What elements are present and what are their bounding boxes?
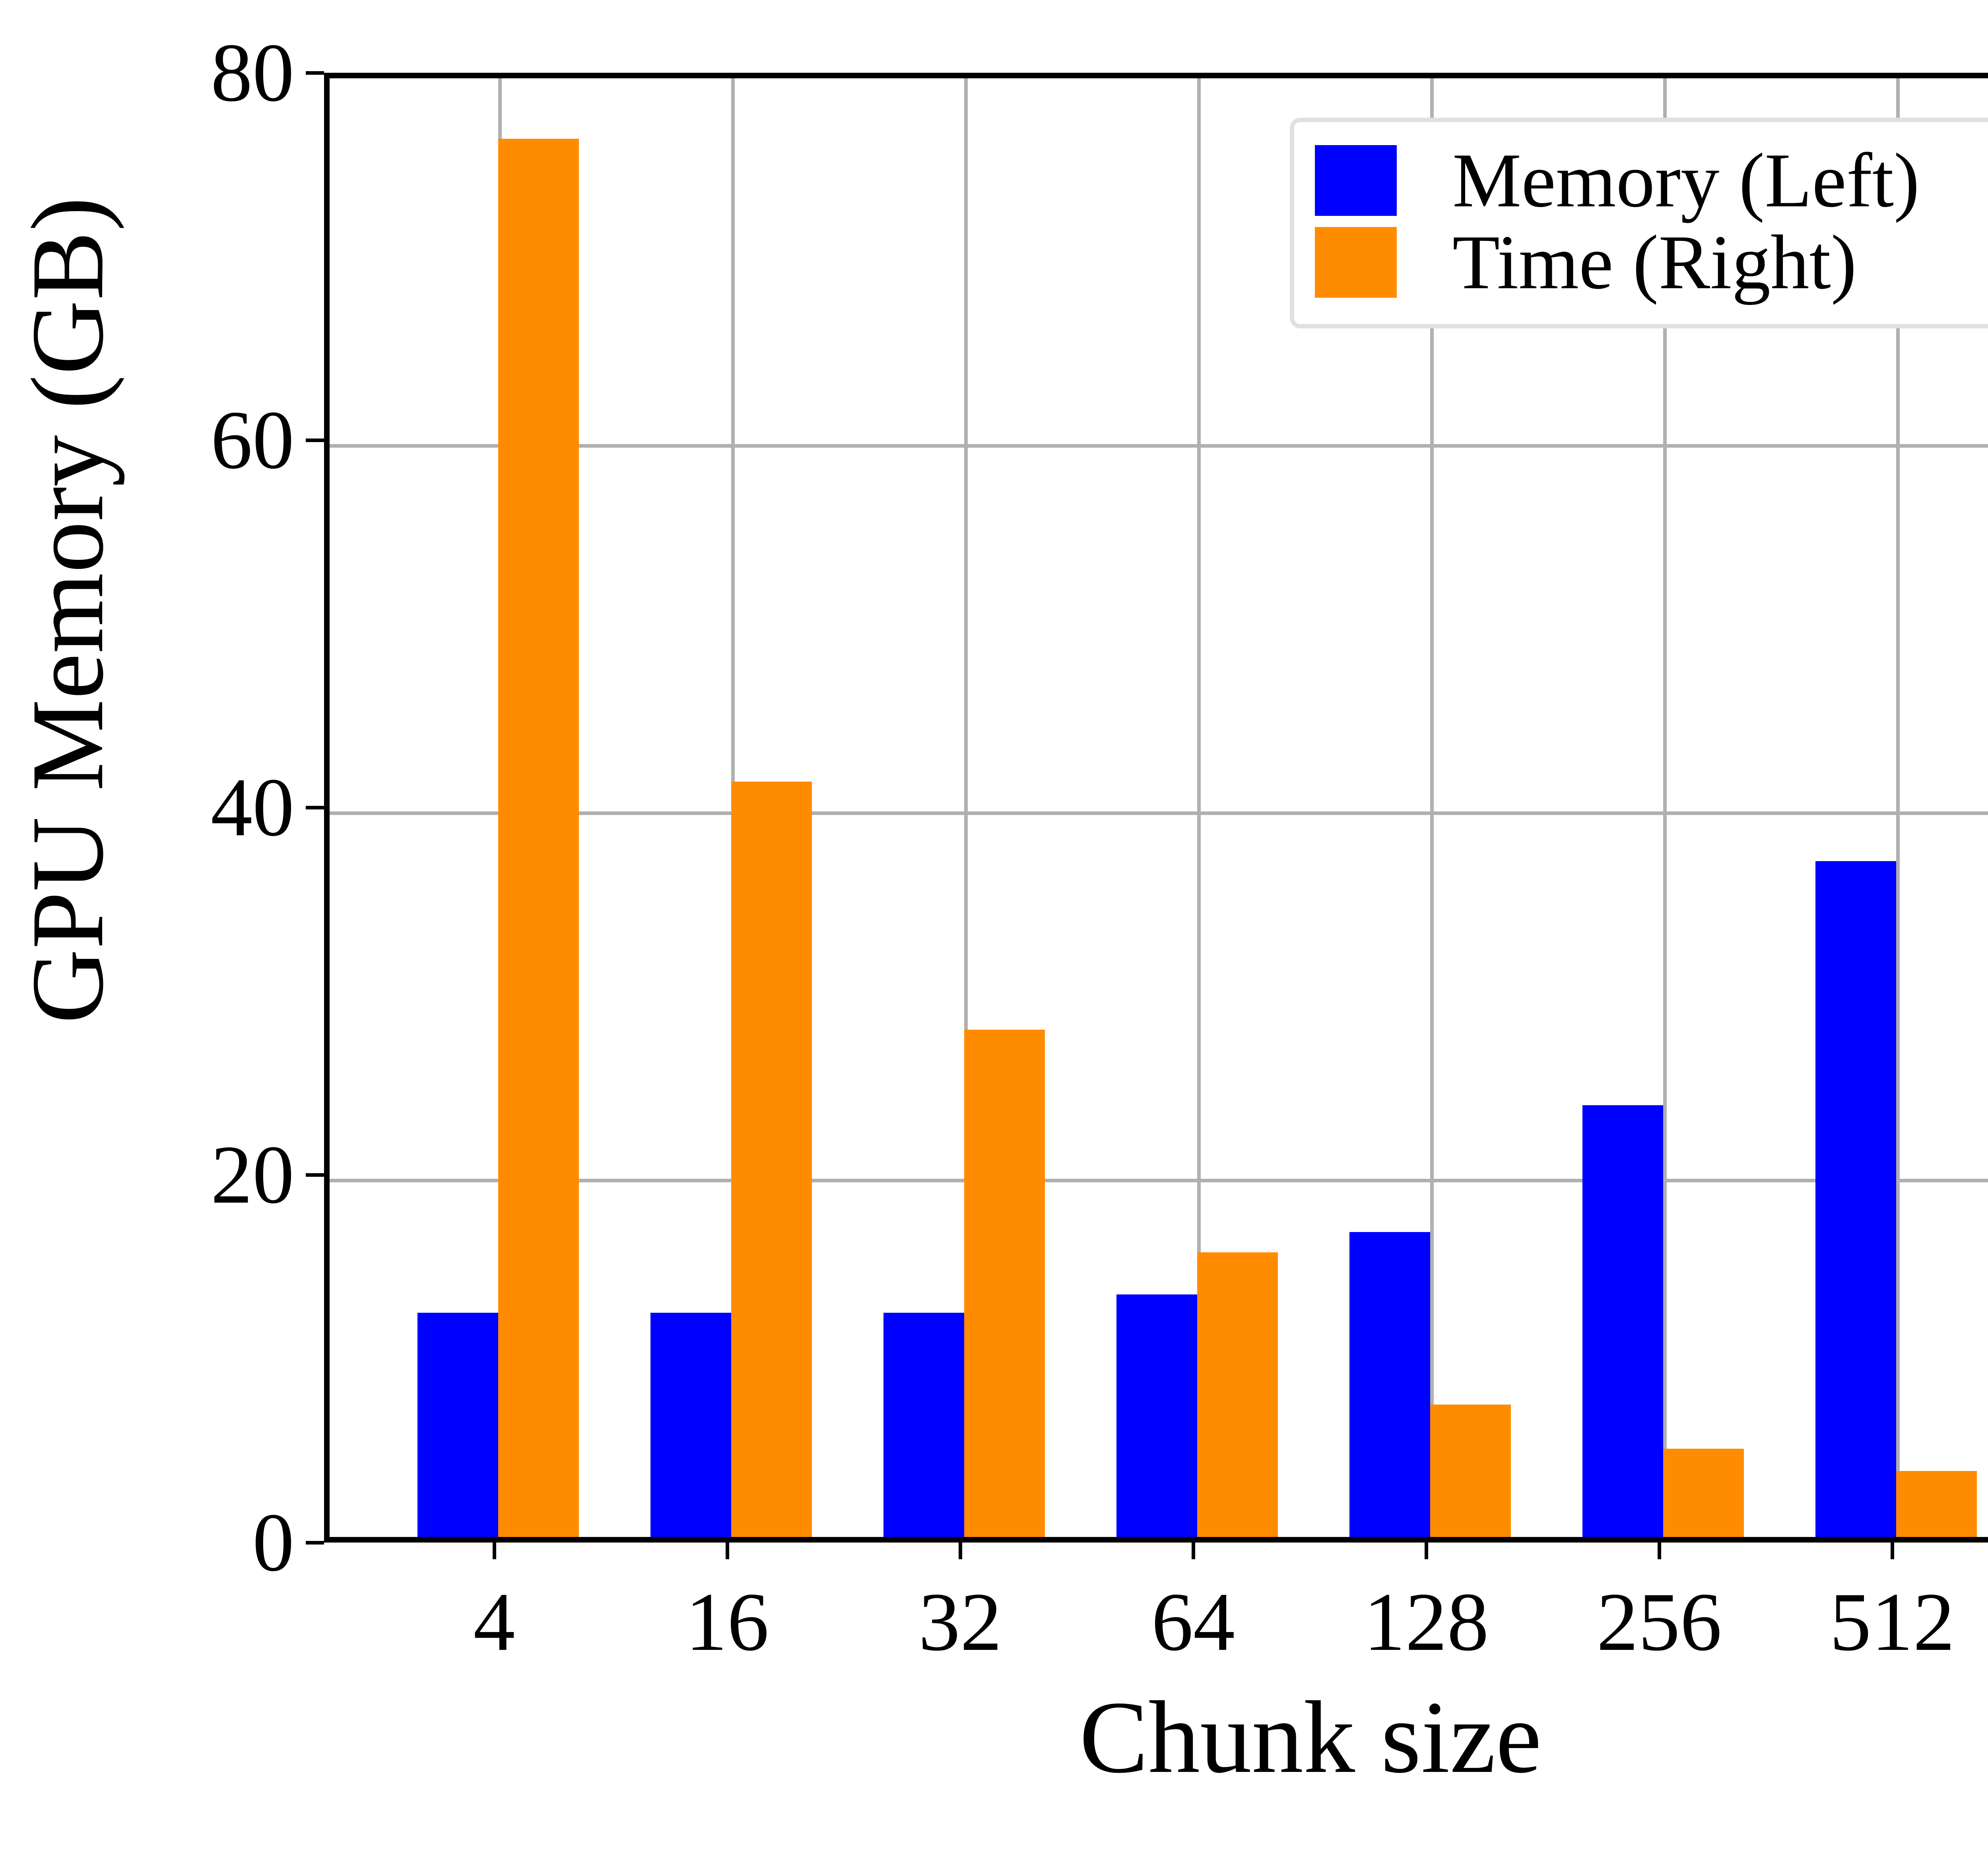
x-tick-label-64: 64 (1151, 1576, 1235, 1668)
x-tick-label-256: 256 (1596, 1576, 1722, 1668)
y-tick-label-60: 60 (211, 394, 294, 486)
x-tick-mark-32 (959, 1541, 962, 1559)
legend-item-memory[interactable]: Memory (Left) (1315, 140, 1988, 221)
gridline-x-512 (1896, 78, 1900, 1537)
x-tick-label-4: 4 (473, 1576, 515, 1668)
bar-memory-256[interactable] (1582, 1105, 1663, 1537)
x-axis-title: Chunk size (1079, 1680, 1542, 1795)
y-tick-label-80: 80 (211, 27, 294, 119)
x-tick-mark-512 (1891, 1541, 1894, 1559)
y-tick-mark-20 (306, 1173, 324, 1177)
x-tick-mark-16 (726, 1541, 729, 1559)
y-tick-mark-0 (306, 1541, 324, 1545)
x-tick-label-16: 16 (685, 1576, 769, 1668)
y-tick-mark-60 (306, 439, 324, 442)
bar-memory-64[interactable] (1116, 1294, 1197, 1537)
gridline-x-32 (964, 78, 968, 1537)
gridline-x-256 (1663, 78, 1667, 1537)
x-tick-mark-4 (493, 1541, 496, 1559)
x-tick-mark-128 (1425, 1541, 1428, 1559)
bar-time-32[interactable] (964, 1030, 1045, 1537)
gridline-y-60 (330, 444, 1988, 448)
legend-label-time: Time (Right) (1452, 219, 1857, 305)
x-tick-label-512: 512 (1829, 1576, 1955, 1668)
gridline-x-128 (1430, 78, 1434, 1537)
bar-time-4[interactable] (498, 139, 579, 1537)
gridline-y-40 (330, 811, 1988, 815)
plot-area: OOM Memory (Left) Time (Right) (324, 73, 1988, 1543)
y-axis-left-title: GPU Memory (GB) (10, 197, 125, 1024)
bar-time-64[interactable] (1197, 1252, 1278, 1537)
bar-memory-128[interactable] (1349, 1232, 1430, 1537)
bar-time-256[interactable] (1663, 1449, 1744, 1537)
legend-swatch-time-icon (1315, 227, 1397, 298)
bar-time-128[interactable] (1430, 1405, 1511, 1537)
gridline-x-64 (1197, 78, 1201, 1537)
legend-label-memory: Memory (Left) (1452, 137, 1920, 223)
y-tick-label-20: 20 (211, 1129, 294, 1221)
legend[interactable]: Memory (Left) Time (Right) (1290, 118, 1988, 328)
x-tick-label-32: 32 (918, 1576, 1002, 1668)
bar-time-512[interactable] (1896, 1471, 1977, 1537)
x-tick-mark-256 (1658, 1541, 1661, 1559)
bar-memory-32[interactable] (883, 1313, 964, 1537)
legend-item-time[interactable]: Time (Right) (1315, 221, 1988, 303)
gridline-y-20 (330, 1179, 1988, 1182)
bar-memory-512[interactable] (1815, 861, 1896, 1537)
y-tick-label-0: 0 (252, 1496, 294, 1589)
bar-memory-16[interactable] (650, 1313, 731, 1537)
bar-memory-4[interactable] (417, 1313, 498, 1537)
y-tick-mark-40 (306, 806, 324, 809)
x-tick-label-128: 128 (1363, 1576, 1489, 1668)
legend-swatch-memory-icon (1315, 145, 1397, 216)
y-tick-mark-80 (306, 71, 324, 75)
y-tick-label-40: 40 (211, 761, 294, 854)
bar-time-16[interactable] (731, 782, 812, 1537)
x-tick-mark-64 (1192, 1541, 1195, 1559)
